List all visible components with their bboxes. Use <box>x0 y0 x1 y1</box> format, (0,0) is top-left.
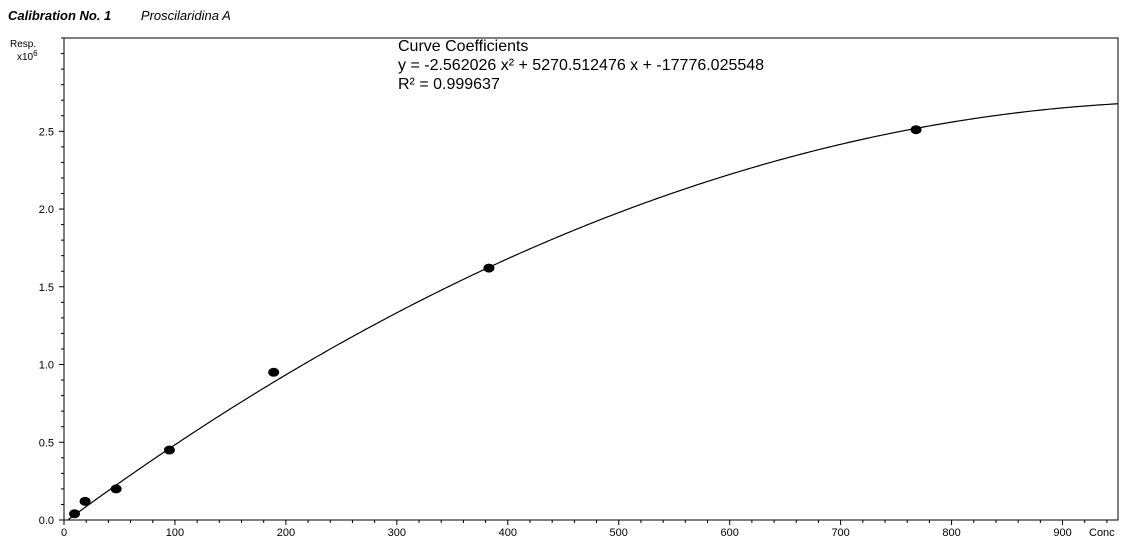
y-tick-label: 0.5 <box>39 437 54 449</box>
y-tick-label: 1.5 <box>39 282 54 294</box>
coefficients-equation: y = -2.562026 x² + 5270.512476 x + -1777… <box>398 57 764 74</box>
data-point <box>69 509 81 519</box>
fit-curve-layer <box>68 103 1119 520</box>
calibration-label: Calibration No. 1 <box>8 8 112 23</box>
y-axis-label: Resp. <box>10 39 36 50</box>
fit-curve <box>68 103 1119 520</box>
x-tick-label: 0 <box>61 527 67 537</box>
plot-frame <box>63 37 1119 521</box>
data-point <box>110 484 122 494</box>
data-point <box>163 445 175 455</box>
curve-coefficients-annotation: Curve Coefficients y = -2.562026 x² + 52… <box>398 38 764 93</box>
x-tick-label: 300 <box>388 527 406 537</box>
data-point <box>910 125 922 135</box>
x-tick-label: 900 <box>1053 527 1071 537</box>
r-squared-text: R² = 0.999637 <box>398 76 500 93</box>
y-tick-label: 2.5 <box>39 126 54 138</box>
x-tick-label: 600 <box>721 527 739 537</box>
y-axis-multiplier: x106 <box>17 49 38 63</box>
x-tick-label: 200 <box>277 527 295 537</box>
axes: 0 100 200 300 400 500 600 700 800 900 0.0 0.5 1.0 1.5… <box>39 37 1119 537</box>
coefficients-title: Curve Coefficients <box>398 38 528 55</box>
x-tick-label: 700 <box>831 527 849 537</box>
y-multiplier-exponent: 6 <box>33 49 38 58</box>
data-point <box>483 263 495 273</box>
x-tick-label: 400 <box>499 527 517 537</box>
data-point <box>79 496 91 506</box>
axis-titles: Resp. x106 Conc <box>10 39 1115 537</box>
y-tick-label: 0.0 <box>39 515 54 527</box>
compound-name: Proscilaridina A <box>140 8 231 23</box>
chart-header: Calibration No. 1 Proscilaridina A <box>8 8 231 28</box>
x-axis-label: Conc <box>1089 527 1115 537</box>
x-tick-label: 100 <box>166 527 184 537</box>
y-multiplier-base: x10 <box>17 52 34 63</box>
x-tick-label: 800 <box>942 527 960 537</box>
y-tick-label: 1.0 <box>39 360 54 372</box>
x-tick-label: 500 <box>610 527 628 537</box>
data-point <box>268 367 280 377</box>
y-tick-label: 2.0 <box>39 204 54 216</box>
data-points-layer <box>69 125 922 519</box>
